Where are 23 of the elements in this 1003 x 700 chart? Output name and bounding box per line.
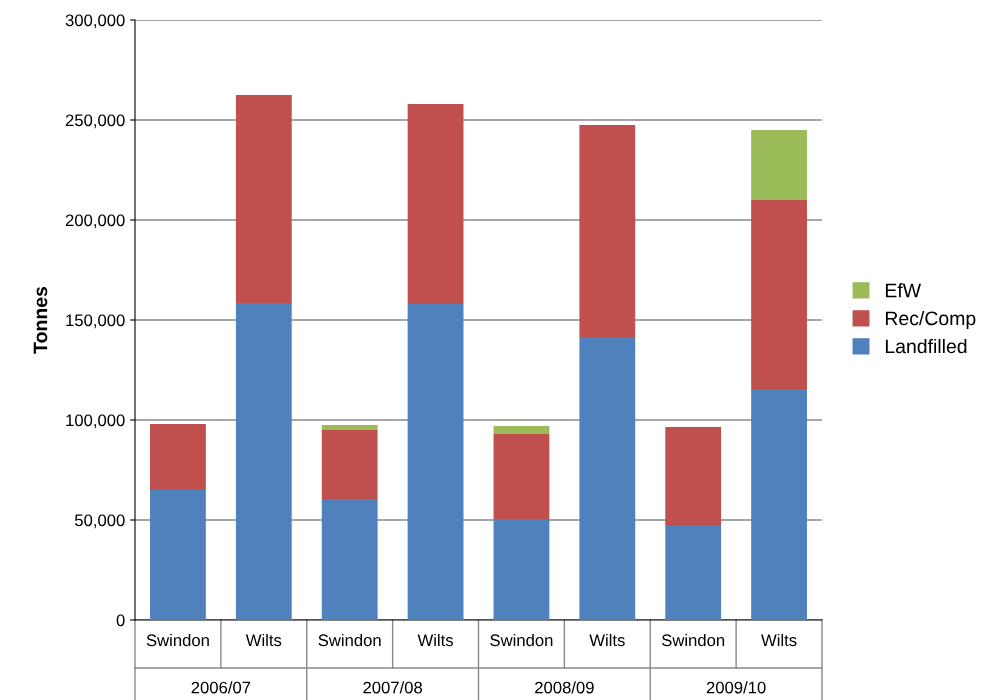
y-tick-label: 100,000 [66,414,125,429]
x-tick-label: Wilts [761,633,797,647]
text: 2009/10 [706,681,766,694]
legend-label: Landfilled [885,338,967,354]
y-tick-label: 0 [116,614,125,627]
y-axis-title: Tonnes [33,286,48,354]
text: 2006/07 [191,681,251,694]
x-tick-label: Wilts [589,633,625,647]
text: 2007/08 [363,681,423,694]
y-tick-label: 300,000 [65,14,125,29]
y-tick-label: 50,000 [74,514,125,529]
x-tick-label: Swindon [318,633,381,647]
y-tick-label: 200,000 [65,214,125,229]
legend-label: EfW [885,283,922,298]
legend-label: Rec/Comp [885,310,976,330]
x-tick-label: Wilts [417,633,454,647]
x-tick-label: Swindon [490,633,553,647]
x-tick-label: Swindon [146,633,209,647]
x-tick-label: Wilts [245,633,282,647]
y-tick-label: 150,000 [66,314,125,329]
x-tick-label: Swindon [661,633,725,647]
y-tick-label: 250,000 [65,114,125,129]
text: 2008/09 [535,681,594,694]
